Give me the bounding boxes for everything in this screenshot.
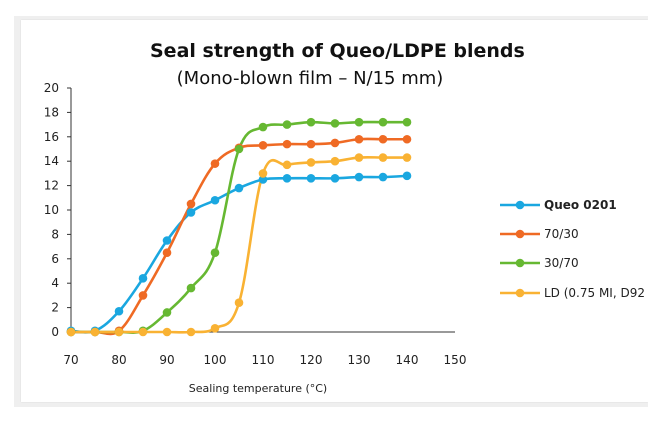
legend-label: 30/70 [544, 256, 579, 270]
x-tick-label: 120 [300, 353, 323, 367]
data-point [331, 174, 340, 183]
data-point [211, 248, 220, 257]
x-tick-label: 150 [444, 353, 467, 367]
series-lines [67, 118, 412, 336]
x-tick-label: 80 [111, 353, 126, 367]
data-point [139, 291, 148, 300]
data-point [115, 328, 124, 337]
data-point [211, 324, 220, 333]
y-tick-label: 0 [51, 325, 59, 339]
data-point [91, 328, 100, 337]
data-point [307, 174, 316, 183]
data-point [307, 158, 316, 167]
legend-swatch-marker [516, 289, 525, 298]
data-point [187, 200, 196, 209]
data-point [403, 135, 412, 144]
data-point [403, 153, 412, 162]
data-point [187, 284, 196, 293]
data-point [139, 328, 148, 337]
legend: Queo 0201 70/30 30/70 LD (0.75 MI, D92 [500, 198, 645, 300]
data-point [331, 157, 340, 166]
y-tick-label: 6 [51, 252, 59, 266]
x-tick-label: 130 [348, 353, 371, 367]
data-point [331, 119, 340, 128]
data-point [283, 120, 292, 129]
data-point [163, 328, 172, 337]
x-tick-label: 90 [159, 353, 174, 367]
x-tick-label: 100 [204, 353, 227, 367]
data-point [307, 118, 316, 127]
data-point [259, 141, 268, 150]
data-point [355, 135, 364, 144]
data-point [187, 328, 196, 337]
data-point [163, 248, 172, 257]
x-tick-label: 110 [252, 353, 275, 367]
legend-swatch-marker [516, 201, 525, 210]
y-tick-labels: 0 2 4 6 8 10 12 14 16 18 20 [44, 81, 71, 339]
data-point [403, 172, 412, 181]
legend-label: Queo 0201 [544, 198, 617, 212]
data-point [259, 169, 268, 178]
x-tick-labels: 70 80 90 100 110 120 130 140 150 [63, 353, 466, 367]
y-tick-label: 12 [44, 179, 59, 193]
y-tick-label: 2 [51, 301, 59, 315]
data-point [379, 173, 388, 182]
data-point [211, 196, 220, 205]
y-tick-label: 20 [44, 81, 59, 95]
data-point [211, 159, 220, 168]
legend-swatch-marker [516, 230, 525, 239]
data-point [187, 208, 196, 217]
data-point [355, 173, 364, 182]
data-point [283, 140, 292, 149]
data-point [379, 135, 388, 144]
y-tick-label: 8 [51, 227, 59, 241]
data-point [379, 118, 388, 127]
data-point [331, 139, 340, 148]
data-point [139, 274, 148, 283]
data-point [403, 118, 412, 127]
legend-label: 70/30 [544, 227, 579, 241]
data-point [115, 307, 124, 316]
data-point [259, 123, 268, 132]
x-tick-label: 140 [396, 353, 419, 367]
x-axis-title: Sealing temperature (°C) [189, 382, 327, 395]
y-tick-label: 16 [44, 130, 59, 144]
data-point [307, 140, 316, 149]
data-point [163, 308, 172, 317]
data-point [163, 236, 172, 245]
data-point [235, 184, 244, 193]
data-point [283, 161, 292, 170]
y-tick-label: 14 [44, 154, 59, 168]
data-point [355, 153, 364, 162]
data-point [67, 328, 76, 337]
y-tick-label: 4 [51, 276, 59, 290]
y-tick-label: 10 [44, 203, 59, 217]
y-tick-label: 18 [44, 105, 59, 119]
data-point [379, 153, 388, 162]
data-point [355, 118, 364, 127]
x-tick-label: 70 [63, 353, 78, 367]
data-point [235, 145, 244, 154]
legend-label: LD (0.75 MI, D92 [544, 286, 645, 300]
data-point [235, 298, 244, 307]
data-point [283, 174, 292, 183]
legend-swatch-marker [516, 259, 525, 268]
